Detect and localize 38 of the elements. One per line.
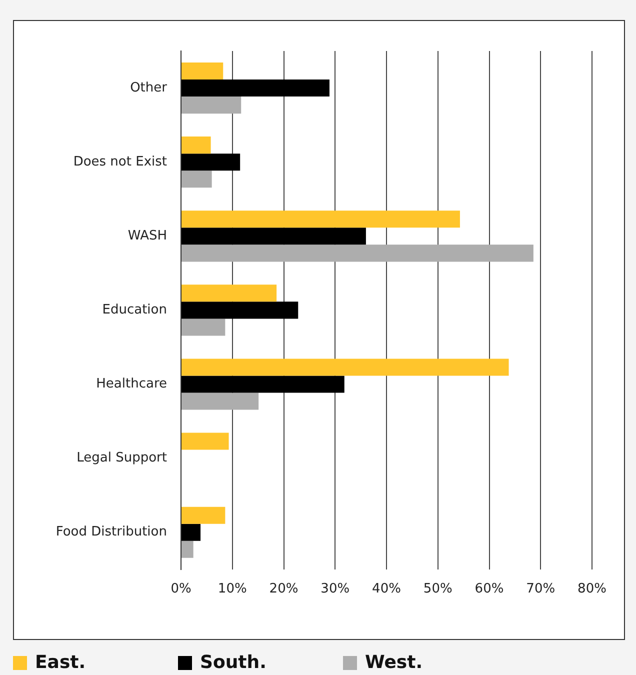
bar: [182, 62, 224, 80]
x-tick-label: 80%: [578, 582, 606, 597]
y-tick-label: Food Distribution: [56, 524, 167, 540]
y-tick-label: Does not Exist: [73, 154, 167, 170]
x-tick-label: 60%: [474, 582, 504, 597]
bar: [182, 358, 509, 376]
bar: [182, 506, 226, 524]
x-tick-label: 10%: [218, 582, 247, 597]
x-tick-label: 30%: [320, 582, 350, 597]
bar: [182, 80, 330, 97]
x-tick-label: 70%: [526, 582, 556, 597]
x-tick-label: 20%: [269, 582, 298, 597]
y-tick-label: Legal Support: [76, 450, 167, 466]
bar: [182, 154, 240, 171]
bar: [182, 96, 242, 114]
legend-label: East.: [35, 652, 86, 673]
bar: [182, 524, 201, 541]
y-tick-label: Education: [102, 302, 167, 318]
x-tick-label: 40%: [372, 582, 401, 597]
bar: [182, 228, 366, 245]
x-tick-label: 50%: [423, 582, 452, 597]
bar: [182, 376, 344, 393]
legend-label: South.: [200, 652, 266, 673]
bar: [182, 540, 194, 558]
bar: [182, 244, 534, 262]
x-tick-label: 0%: [170, 582, 192, 597]
bar: [182, 392, 259, 410]
bar: [182, 318, 226, 336]
legend-label: West.: [365, 652, 423, 673]
bar: [182, 170, 212, 188]
bar: [182, 210, 460, 228]
y-tick-label: Other: [130, 80, 168, 96]
bar: [182, 284, 277, 302]
bar: [182, 432, 229, 450]
y-tick-label: Healthcare: [96, 376, 167, 392]
y-tick-label: WASH: [128, 228, 167, 244]
bar: [182, 302, 298, 319]
bar: [182, 136, 211, 154]
